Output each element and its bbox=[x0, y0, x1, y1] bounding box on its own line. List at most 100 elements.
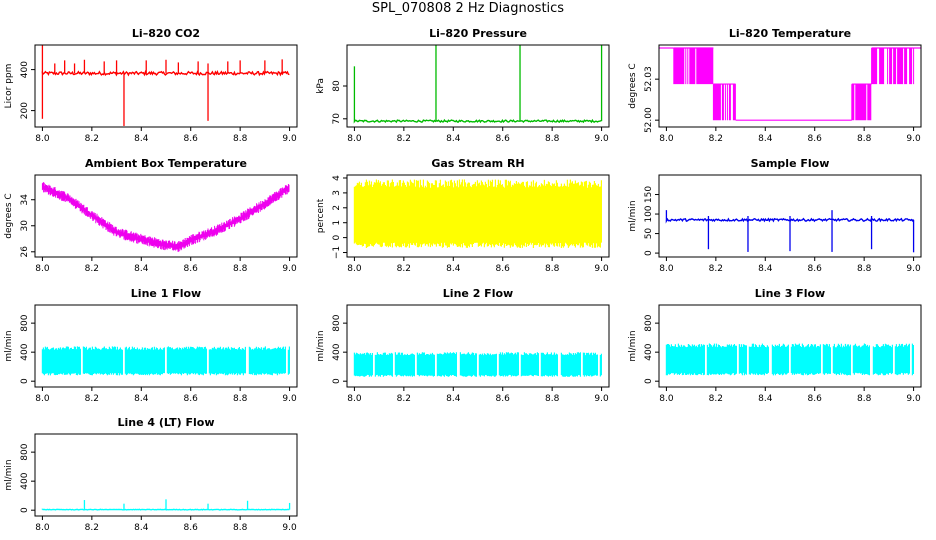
panel-title: Line 1 Flow bbox=[131, 287, 201, 300]
y-tick-label: 1 bbox=[332, 220, 342, 226]
x-tick-label: 8.0 bbox=[347, 264, 362, 274]
x-tick-label: 8.8 bbox=[857, 394, 872, 404]
data-layer bbox=[41, 45, 290, 126]
y-tick-label: 0 bbox=[20, 378, 30, 384]
x-tick-label: 8.4 bbox=[758, 394, 773, 404]
x-tick-label: 8.4 bbox=[446, 134, 461, 144]
x-tick-label: 8.8 bbox=[233, 523, 248, 533]
y-tick-label: 400 bbox=[644, 343, 654, 360]
y-tick-label: 0 bbox=[644, 378, 654, 384]
x-tick-label: 8.6 bbox=[184, 264, 199, 274]
x-tick-label: 8.0 bbox=[35, 523, 50, 533]
y-tick-label: 400 bbox=[332, 343, 342, 360]
y-tick-label: 30 bbox=[20, 220, 30, 232]
x-tick-label: 9.0 bbox=[906, 264, 921, 274]
y-tick-label: 34 bbox=[20, 194, 30, 206]
panel-9: Line 3 Flow ml/min 8.0 8.2 8.4 8.6 8.8 9.0 0 400 8… bbox=[628, 287, 922, 404]
y-tick-label: 100 bbox=[644, 205, 654, 222]
y-tick-label: 4 bbox=[332, 175, 342, 181]
x-tick-label: 8.4 bbox=[134, 523, 149, 533]
y-tick-label: 0 bbox=[332, 234, 342, 240]
x-tick-label: 8.0 bbox=[659, 264, 674, 274]
panel-4: Ambient Box Temperature degrees C 8.0 8.2 8.… bbox=[4, 157, 298, 274]
y-tick-label: 800 bbox=[644, 314, 654, 331]
y-tick-label: 3 bbox=[332, 190, 342, 196]
series-line bbox=[353, 118, 602, 124]
x-tick-label: 8.6 bbox=[496, 264, 511, 274]
x-tick-label: 9.0 bbox=[282, 394, 297, 404]
series-line bbox=[41, 69, 290, 77]
panel-2: Li–820 Pressure kPa 8.0 8.2 8.4 8.6 8.8 9.0 70 80 bbox=[316, 27, 610, 144]
x-tick-label: 8.4 bbox=[758, 264, 773, 274]
data-layer bbox=[659, 47, 921, 121]
x-tick-label: 8.4 bbox=[134, 264, 149, 274]
x-tick-label: 8.8 bbox=[545, 394, 560, 404]
data-layer bbox=[353, 179, 602, 248]
step-dither bbox=[673, 48, 714, 85]
x-tick-label: 9.0 bbox=[282, 134, 297, 144]
y-tick-label: 80 bbox=[332, 80, 342, 92]
panel-title: Sample Flow bbox=[751, 157, 830, 170]
y-tick-label: 52.00 bbox=[644, 107, 654, 133]
y-tick-label: 52.03 bbox=[644, 66, 654, 92]
x-tick-label: 9.0 bbox=[282, 264, 297, 274]
plot-frame bbox=[34, 304, 298, 388]
panel-title: Li–820 Pressure bbox=[429, 27, 527, 40]
panel-title: Li–820 Temperature bbox=[729, 27, 851, 40]
x-tick-label: 8.6 bbox=[496, 394, 511, 404]
series-band bbox=[665, 343, 914, 376]
y-tick-label: 26 bbox=[20, 246, 30, 258]
x-tick-label: 8.8 bbox=[857, 264, 872, 274]
x-tick-label: 8.4 bbox=[446, 264, 461, 274]
x-tick-label: 8.8 bbox=[233, 264, 248, 274]
y-tick-label: 150 bbox=[644, 186, 654, 203]
x-tick-label: 9.0 bbox=[594, 264, 609, 274]
x-tick-label: 9.0 bbox=[594, 134, 609, 144]
x-tick-label: 8.2 bbox=[397, 264, 411, 274]
y-axis-label: degrees C bbox=[4, 193, 14, 238]
panel-1: Li–820 CO2 Licor ppm 8.0 8.2 8.4 8.6 8.8 9.0 200… bbox=[4, 27, 298, 144]
step-dither bbox=[851, 84, 872, 121]
x-tick-label: 8.0 bbox=[347, 134, 362, 144]
x-tick-label: 8.4 bbox=[134, 134, 149, 144]
x-tick-label: 8.6 bbox=[184, 394, 199, 404]
y-axis-label: ml/min bbox=[628, 200, 638, 231]
x-tick-label: 8.0 bbox=[35, 394, 50, 404]
y-axis-label: ml/min bbox=[316, 330, 326, 361]
y-tick-label: 2 bbox=[332, 205, 342, 211]
x-tick-label: 8.0 bbox=[35, 134, 50, 144]
y-tick-label: 800 bbox=[20, 314, 30, 331]
plot-frame bbox=[658, 304, 922, 388]
plot-frame bbox=[34, 44, 298, 128]
x-tick-label: 9.0 bbox=[594, 394, 609, 404]
x-tick-label: 8.2 bbox=[709, 264, 723, 274]
x-tick-label: 8.0 bbox=[659, 394, 674, 404]
x-tick-label: 8.6 bbox=[808, 394, 823, 404]
y-axis-label: degrees C bbox=[628, 63, 638, 108]
plot-frame bbox=[346, 174, 610, 258]
y-axis-label: kPa bbox=[316, 78, 326, 94]
x-tick-label: 8.2 bbox=[397, 134, 411, 144]
x-tick-label: 8.2 bbox=[85, 264, 99, 274]
data-layer bbox=[665, 343, 914, 376]
x-tick-label: 8.8 bbox=[857, 134, 872, 144]
x-tick-label: 8.8 bbox=[233, 394, 248, 404]
plot-frame bbox=[34, 174, 298, 258]
data-layer bbox=[41, 346, 290, 376]
x-tick-label: 8.2 bbox=[85, 523, 99, 533]
series-band bbox=[353, 352, 602, 377]
data-layer bbox=[41, 182, 290, 252]
x-tick-label: 8.4 bbox=[758, 134, 773, 144]
x-tick-label: 9.0 bbox=[906, 394, 921, 404]
page-title: SPL_070808 2 Hz Diagnostics bbox=[371, 1, 565, 16]
panel-title: Li–820 CO2 bbox=[132, 27, 200, 40]
panel-title: Line 3 Flow bbox=[755, 287, 825, 300]
panel-title: Ambient Box Temperature bbox=[85, 157, 247, 170]
x-tick-label: 8.8 bbox=[545, 264, 560, 274]
panel-3: Li–820 Temperature degrees C 8.0 8.2 8.4 8.6 8… bbox=[628, 27, 922, 144]
plot-frame bbox=[34, 433, 298, 517]
step-dither bbox=[871, 48, 915, 85]
y-tick-label: −1 bbox=[332, 246, 342, 259]
x-tick-label: 8.6 bbox=[184, 523, 199, 533]
y-tick-label: 400 bbox=[20, 61, 30, 78]
